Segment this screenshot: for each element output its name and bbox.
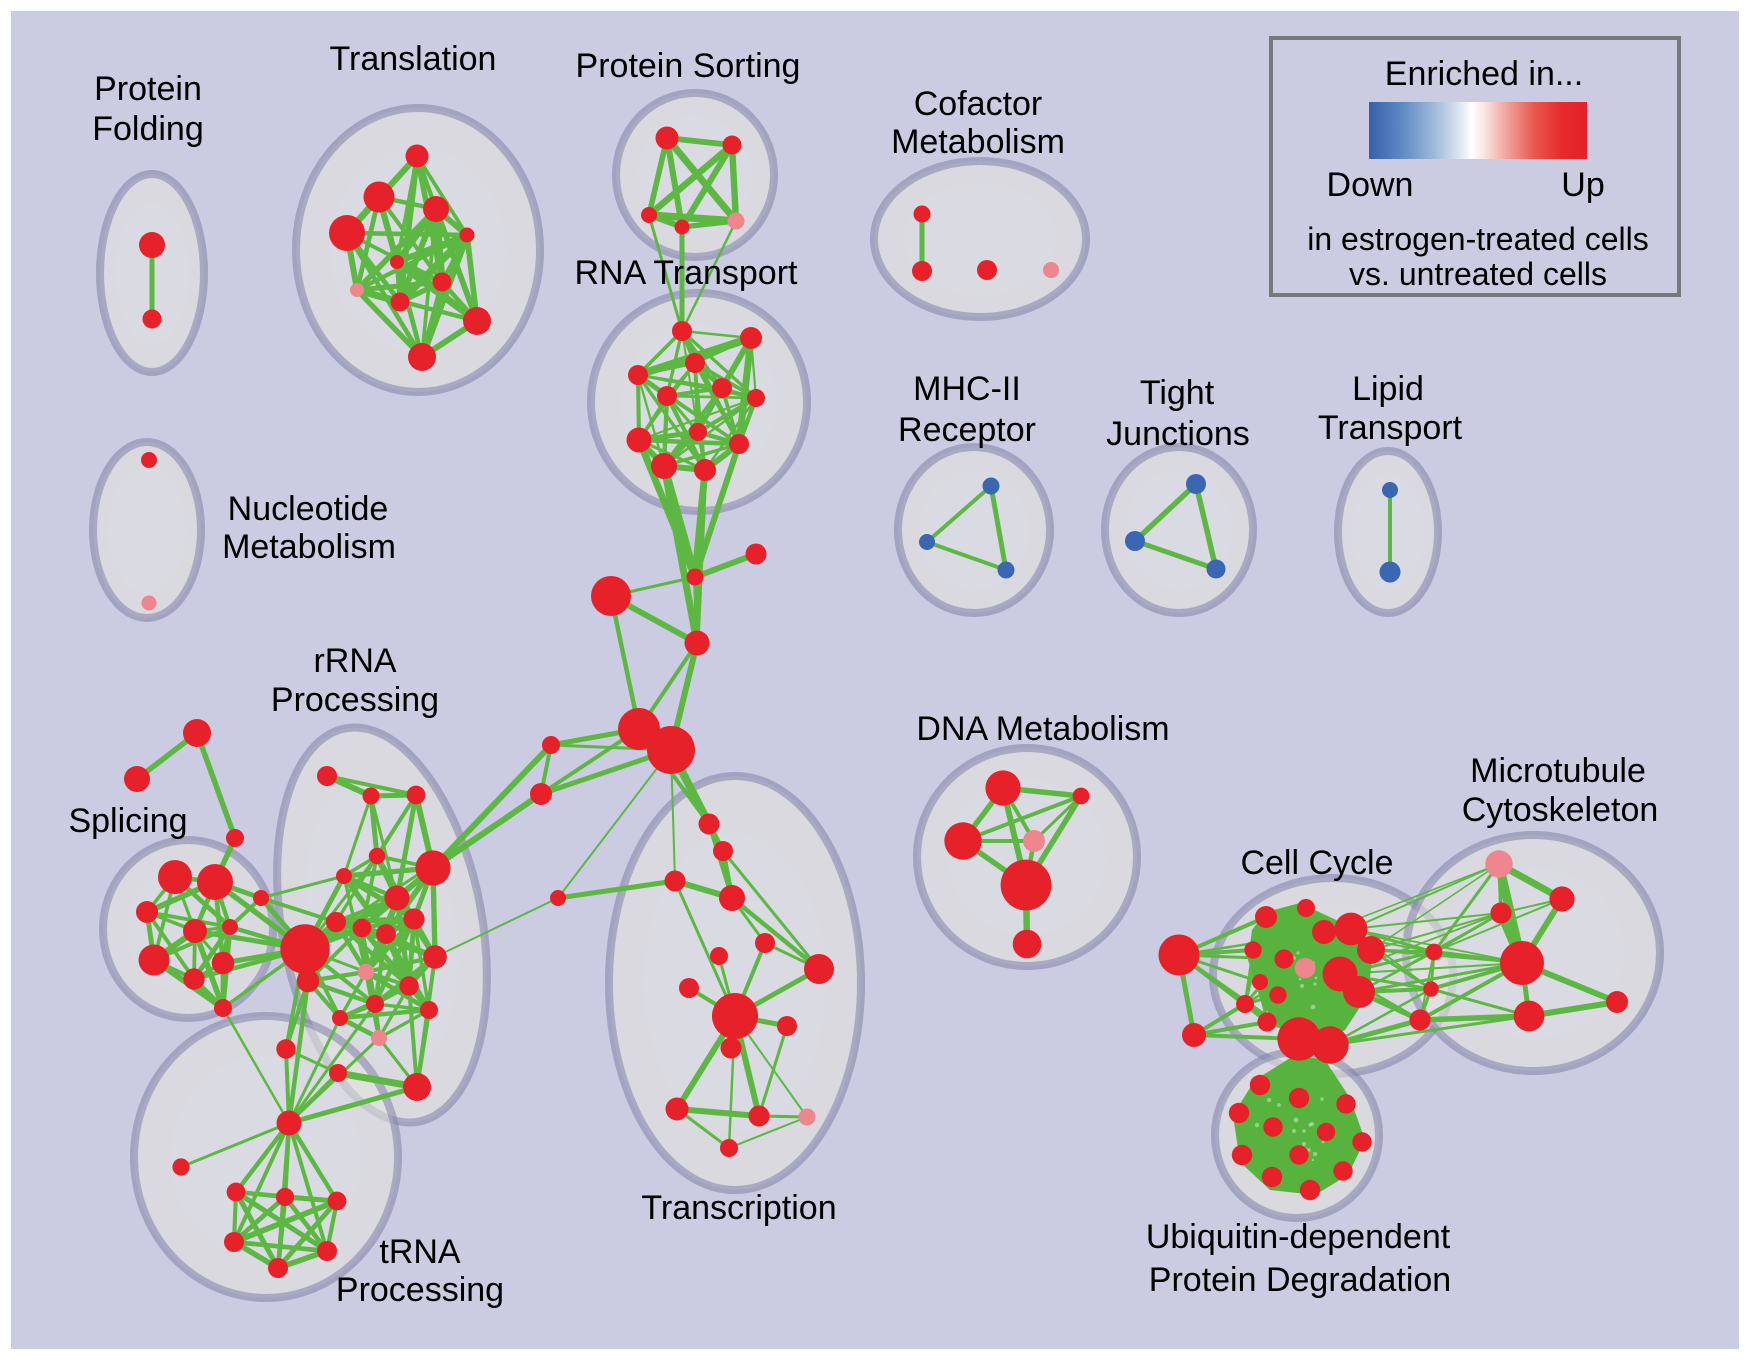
svg-text:Folding: Folding	[92, 110, 204, 148]
svg-text:Transcription: Transcription	[641, 1189, 836, 1227]
svg-text:Cell Cycle: Cell Cycle	[1240, 844, 1393, 882]
svg-text:Metabolism: Metabolism	[891, 123, 1065, 161]
svg-text:tRNA: tRNA	[379, 1233, 461, 1271]
svg-text:Ubiquitin-dependent: Ubiquitin-dependent	[1146, 1218, 1451, 1256]
svg-text:rRNA: rRNA	[313, 642, 396, 680]
svg-text:Microtubule: Microtubule	[1470, 752, 1646, 790]
svg-text:in estrogen-treated cells: in estrogen-treated cells	[1307, 221, 1649, 257]
svg-text:Tight: Tight	[1140, 374, 1215, 412]
svg-text:Cofactor: Cofactor	[914, 85, 1043, 123]
svg-text:Nucleotide: Nucleotide	[228, 490, 389, 528]
svg-text:Receptor: Receptor	[898, 411, 1036, 449]
svg-text:Splicing: Splicing	[68, 802, 187, 840]
svg-text:Protein Sorting: Protein Sorting	[576, 47, 801, 85]
svg-text:vs. untreated cells: vs. untreated cells	[1349, 256, 1607, 292]
svg-text:Cytoskeleton: Cytoskeleton	[1462, 791, 1659, 829]
svg-text:Metabolism: Metabolism	[222, 528, 396, 566]
svg-text:DNA Metabolism: DNA Metabolism	[916, 710, 1169, 748]
svg-text:Translation: Translation	[330, 40, 497, 78]
svg-text:Protein: Protein	[94, 70, 202, 108]
svg-text:Transport: Transport	[1318, 409, 1463, 447]
svg-text:Junctions: Junctions	[1106, 415, 1250, 453]
svg-text:Up: Up	[1561, 166, 1604, 204]
svg-text:Protein Degradation: Protein Degradation	[1149, 1261, 1451, 1299]
svg-text:Processing: Processing	[271, 681, 439, 719]
svg-text:Lipid: Lipid	[1352, 370, 1424, 408]
svg-text:Down: Down	[1327, 166, 1414, 204]
svg-text:RNA Transport: RNA Transport	[575, 254, 799, 292]
svg-text:Enriched in...: Enriched in...	[1385, 55, 1583, 93]
svg-text:Processing: Processing	[336, 1271, 504, 1309]
svg-text:MHC-II: MHC-II	[913, 370, 1021, 408]
